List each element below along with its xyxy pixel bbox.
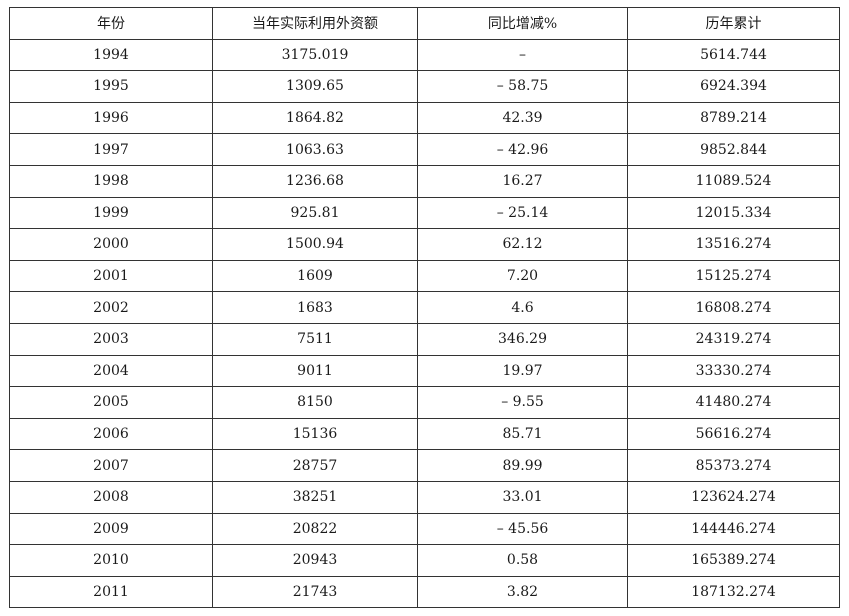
cell-yoy-change: 85.71: [417, 417, 628, 451]
cell-year: 2010: [9, 544, 213, 577]
table-row: 2007 28757 89.99 85373.274: [9, 449, 840, 482]
table-row: 2000 1500.94 62.12 13516.274: [9, 228, 840, 261]
cell-annual-investment: 20822: [212, 512, 418, 546]
cell-annual-investment: 7511: [212, 322, 418, 356]
cell-annual-investment: 1864.82: [212, 101, 418, 135]
cell-cumulative: 5614.744: [627, 38, 840, 72]
cell-annual-investment: 20943: [212, 544, 418, 577]
table-row: 2011 21743 3.82 187132.274: [9, 575, 840, 609]
cell-cumulative: 24319.274: [627, 322, 840, 356]
cell-cumulative: 16808.274: [627, 291, 840, 324]
table-row: 1994 3175.019–5614.744: [9, 38, 840, 72]
table-row: 2002 1683 4.6 16808.274: [9, 291, 840, 324]
cell-cumulative: 123624.274: [627, 480, 840, 514]
table-row: 1997 1063.63– 42.96 9852.844: [9, 133, 840, 166]
table-row: 1996 1864.82 42.39 8789.214: [9, 101, 840, 135]
cell-annual-investment: 21743: [212, 575, 418, 609]
cell-cumulative: 6924.394: [627, 70, 840, 103]
cell-cumulative: 8789.214: [627, 101, 840, 135]
cell-cumulative: 11089.524: [627, 164, 840, 198]
cell-year: 2009: [9, 512, 213, 546]
cell-annual-investment: 1683: [212, 291, 418, 324]
cell-cumulative: 144446.274: [627, 512, 840, 546]
cell-annual-investment: 9011: [212, 354, 418, 388]
cell-yoy-change: – 25.14: [417, 196, 628, 230]
cell-year: 2000: [9, 228, 213, 261]
cell-cumulative: 85373.274: [627, 449, 840, 482]
cell-cumulative: 165389.274: [627, 544, 840, 577]
cell-annual-investment: 1609: [212, 259, 418, 293]
cell-year: 1996: [9, 101, 213, 135]
table-header-row: 年份 当年实际利用外资额 同比增减% 历年累计: [9, 7, 840, 40]
cell-year: 2004: [9, 354, 213, 388]
cell-annual-investment: 38251: [212, 480, 418, 514]
cell-cumulative: 15125.274: [627, 259, 840, 293]
cell-yoy-change: 42.39: [417, 101, 628, 135]
cell-yoy-change: 62.12: [417, 228, 628, 261]
cell-yoy-change: 33.01: [417, 480, 628, 514]
cell-yoy-change: – 45.56: [417, 512, 628, 546]
cell-yoy-change: 16.27: [417, 164, 628, 198]
cell-yoy-change: 0.58: [417, 544, 628, 577]
cell-cumulative: 9852.844: [627, 133, 840, 166]
table-row: 1998 1236.68 16.27 11089.524: [9, 164, 840, 198]
cell-cumulative: 13516.274: [627, 228, 840, 261]
cell-year: 2011: [9, 575, 213, 609]
foreign-investment-table: 年份 当年实际利用外资额 同比增减% 历年累计 1994 3175.019–561…: [9, 7, 840, 609]
cell-annual-investment: 8150: [212, 386, 418, 419]
cell-year: 2007: [9, 449, 213, 482]
cell-yoy-change: 3.82: [417, 575, 628, 609]
cell-year: 2001: [9, 259, 213, 293]
cell-cumulative: 41480.274: [627, 386, 840, 419]
cell-annual-investment: 1500.94: [212, 228, 418, 261]
cell-yoy-change: 19.97: [417, 354, 628, 388]
cell-yoy-change: – 42.96: [417, 133, 628, 166]
cell-year: 2006: [9, 417, 213, 451]
cell-yoy-change: – 58.75: [417, 70, 628, 103]
cell-year: 2005: [9, 386, 213, 419]
cell-annual-investment: 15136: [212, 417, 418, 451]
cell-annual-investment: 1236.68: [212, 164, 418, 198]
cell-year: 1995: [9, 70, 213, 103]
cell-year: 2003: [9, 322, 213, 356]
table-row: 2001 1609 7.20 15125.274: [9, 259, 840, 293]
cell-annual-investment: 3175.019: [212, 38, 418, 72]
table-row: 2005 8150– 9.55 41480.274: [9, 386, 840, 419]
cell-yoy-change: 7.20: [417, 259, 628, 293]
table-row: 2008 38251 33.01 123624.274: [9, 480, 840, 514]
cell-yoy-change: 4.6: [417, 291, 628, 324]
table-body: 年份 当年实际利用外资额 同比增减% 历年累计 1994 3175.019–561…: [9, 7, 840, 609]
header-yoy-change: 同比增减%: [417, 7, 628, 40]
cell-annual-investment: 1063.63: [212, 133, 418, 166]
table-row: 1999 925.81– 25.14 12015.334: [9, 196, 840, 230]
cell-year: 2008: [9, 480, 213, 514]
table-row: 2009 20822– 45.56 144446.274: [9, 512, 840, 546]
table-row: 2003 7511 346.29 24319.274: [9, 322, 840, 356]
cell-year: 1999: [9, 196, 213, 230]
cell-year: 1998: [9, 164, 213, 198]
cell-yoy-change: –: [417, 38, 628, 72]
cell-cumulative: 12015.334: [627, 196, 840, 230]
cell-annual-investment: 1309.65: [212, 70, 418, 103]
cell-cumulative: 33330.274: [627, 354, 840, 388]
cell-yoy-change: – 9.55: [417, 386, 628, 419]
table-row: 2004 9011 19.97 33330.274: [9, 354, 840, 388]
header-year: 年份: [9, 7, 213, 40]
table-row: 2010 20943 0.58 165389.274: [9, 544, 840, 577]
table-row: 1995 1309.65– 58.75 6924.394: [9, 70, 840, 103]
cell-year: 1997: [9, 133, 213, 166]
cell-annual-investment: 925.81: [212, 196, 418, 230]
cell-cumulative: 187132.274: [627, 575, 840, 609]
cell-cumulative: 56616.274: [627, 417, 840, 451]
table-row: 2006 15136 85.71 56616.274: [9, 417, 840, 451]
cell-yoy-change: 346.29: [417, 322, 628, 356]
cell-annual-investment: 28757: [212, 449, 418, 482]
cell-yoy-change: 89.99: [417, 449, 628, 482]
cell-year: 2002: [9, 291, 213, 324]
header-cumulative: 历年累计: [627, 7, 840, 40]
header-annual-foreign-investment: 当年实际利用外资额: [212, 7, 418, 40]
cell-year: 1994: [9, 38, 213, 72]
